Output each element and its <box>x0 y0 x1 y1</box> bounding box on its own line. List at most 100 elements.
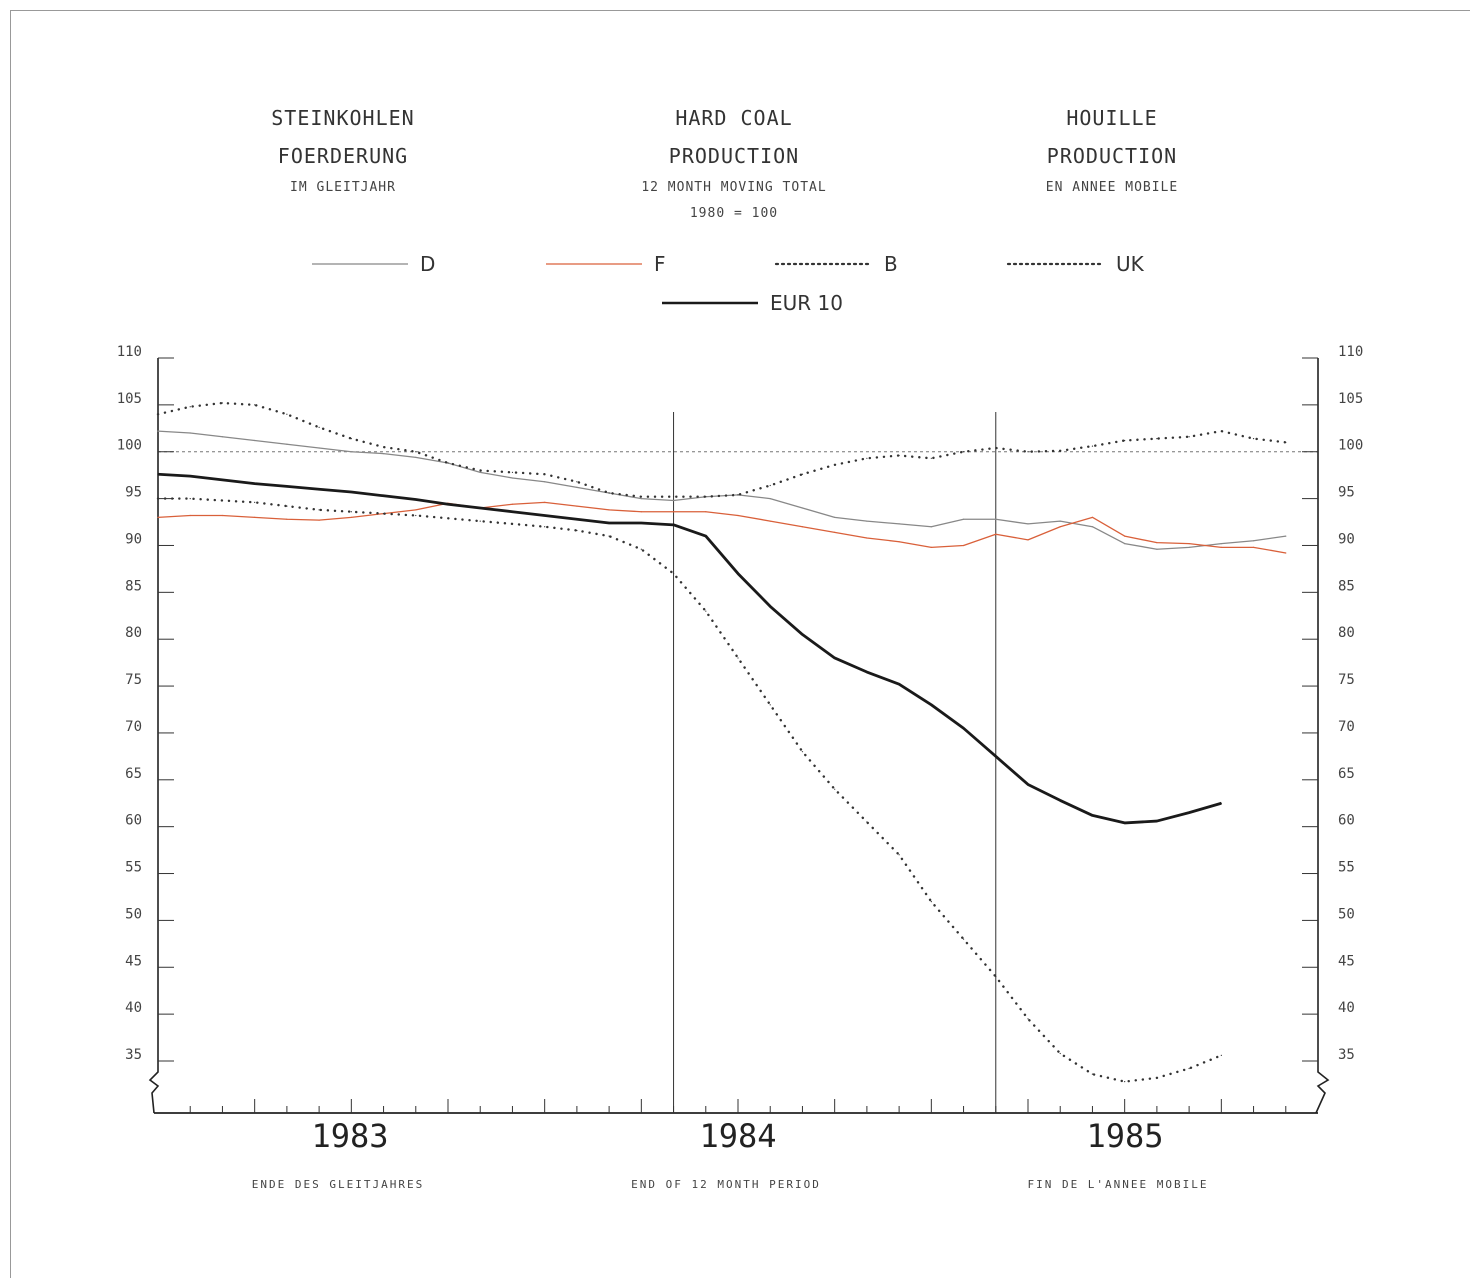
series-b-point <box>479 469 481 472</box>
series-f-point <box>1220 546 1222 548</box>
y-tick-label-left: 40 <box>125 1000 142 1016</box>
series-f-point <box>705 511 707 513</box>
series-uk-point <box>544 526 546 528</box>
series-d-point <box>1188 546 1190 548</box>
series-d-point <box>189 432 191 434</box>
series-eur-10-line <box>157 472 1222 825</box>
y-tick-label-right: 55 <box>1338 860 1355 876</box>
y-tick-label-left: 90 <box>125 531 142 547</box>
frame-top-rule <box>10 10 1470 11</box>
series-uk-point <box>254 501 256 503</box>
series-b-point <box>511 471 514 473</box>
series-eur-10-point <box>479 507 481 509</box>
series-d-point <box>1027 523 1029 525</box>
series-f-point <box>1188 542 1190 545</box>
series-d-point <box>157 430 159 432</box>
series-eur-10-point <box>1124 822 1126 824</box>
series-eur-10-point <box>1027 783 1029 786</box>
series-eur-10-point <box>1188 812 1190 814</box>
y-tick-label-right: 80 <box>1338 625 1355 641</box>
series-f-point <box>930 546 932 548</box>
series-b-point <box>1124 439 1126 442</box>
legend-item-f: F <box>546 252 666 276</box>
header-french: HOUILLE PRODUCTION EN ANNEE MOBILE <box>952 99 1272 201</box>
y-tick-label-left: 110 <box>117 344 142 360</box>
series-d-point <box>1091 526 1094 528</box>
y-tick-label-left: 75 <box>125 672 142 688</box>
header-english-line2: PRODUCTION <box>668 144 800 168</box>
series-eur-10-point <box>930 704 932 706</box>
series-f-point <box>801 526 804 528</box>
year-label-1984: 1984 <box>699 1117 776 1155</box>
year-label-1985: 1985 <box>1086 1117 1163 1155</box>
series-uk-line <box>156 497 1223 1083</box>
series-d-point <box>576 486 578 488</box>
y-tick-label-right: 105 <box>1338 391 1363 407</box>
header-german-line3: IM GLEITJAHR <box>290 180 396 195</box>
series-b-point <box>1027 451 1029 453</box>
series-uk-point <box>1124 1081 1126 1083</box>
y-tick-label-left: 105 <box>117 391 142 407</box>
series-d-point <box>286 443 288 445</box>
series-f-point <box>995 533 997 535</box>
series-d-point <box>1059 520 1061 522</box>
series-f-point <box>576 505 578 507</box>
series-uk-point <box>318 509 320 511</box>
series-b-point <box>769 484 771 487</box>
series-f-point <box>254 516 256 518</box>
y-tick-label-left: 35 <box>125 1047 142 1063</box>
header-english: HARD COAL PRODUCTION 12 MONTH MOVING TOT… <box>574 99 894 227</box>
series-eur-10-point <box>1059 799 1061 802</box>
y-tick-label-right: 95 <box>1338 485 1355 501</box>
series-f-point <box>608 509 610 511</box>
series-eur-10-point <box>608 522 610 524</box>
series-d-point <box>866 520 868 522</box>
series-d-point <box>350 451 352 453</box>
y-tick-label-left: 45 <box>125 953 142 969</box>
legend-label: D <box>420 252 435 276</box>
series-b-point <box>447 462 449 464</box>
series-uk-point <box>801 751 804 753</box>
y-tick-label-left: 55 <box>125 860 142 876</box>
series-uk-point <box>511 523 514 525</box>
header-english-line1: HARD COAL <box>675 106 793 130</box>
y-tick-label-left: 80 <box>125 625 142 641</box>
y-tick-label-right: 100 <box>1338 438 1363 454</box>
series-f-point <box>640 511 642 513</box>
legend-label: EUR 10 <box>770 291 843 315</box>
series-d-point <box>801 507 804 509</box>
legend-label: UK <box>1116 252 1145 276</box>
series-b-point <box>1059 450 1061 452</box>
series-d-point <box>1220 542 1222 545</box>
series-b-point <box>1091 445 1094 447</box>
y-tick-label-left: 65 <box>125 766 142 782</box>
y-tick-label-right: 75 <box>1338 672 1355 688</box>
y-axis-left <box>148 358 160 1114</box>
series-uk-point <box>834 788 836 790</box>
series-eur-10-point <box>962 727 965 729</box>
series-f-point <box>769 520 771 522</box>
series-uk-point <box>1027 1018 1029 1020</box>
series-eur-10-point <box>254 483 256 485</box>
series-b-line <box>156 401 1287 498</box>
series-d-point <box>415 456 417 458</box>
series-eur-10-point <box>221 479 224 481</box>
series-uk-point <box>350 511 352 513</box>
y-tick-label-right: 60 <box>1338 813 1355 829</box>
series-b-point <box>415 451 417 453</box>
series-d-point <box>930 526 932 528</box>
series-uk-point <box>479 520 481 522</box>
series-uk-point <box>640 548 642 550</box>
series-eur-10-point <box>1091 814 1094 817</box>
series-d-point <box>1252 540 1255 542</box>
series-eur-10-point <box>898 683 900 685</box>
series-eur-10-point <box>415 498 417 501</box>
series-f-point <box>1285 552 1287 554</box>
series-f-point <box>221 514 224 517</box>
series-b-point <box>1220 430 1222 432</box>
series-f-point <box>1156 542 1158 544</box>
series-uk-point <box>1059 1052 1061 1055</box>
series-eur-10-point <box>866 671 868 673</box>
legend-label: B <box>884 252 898 276</box>
